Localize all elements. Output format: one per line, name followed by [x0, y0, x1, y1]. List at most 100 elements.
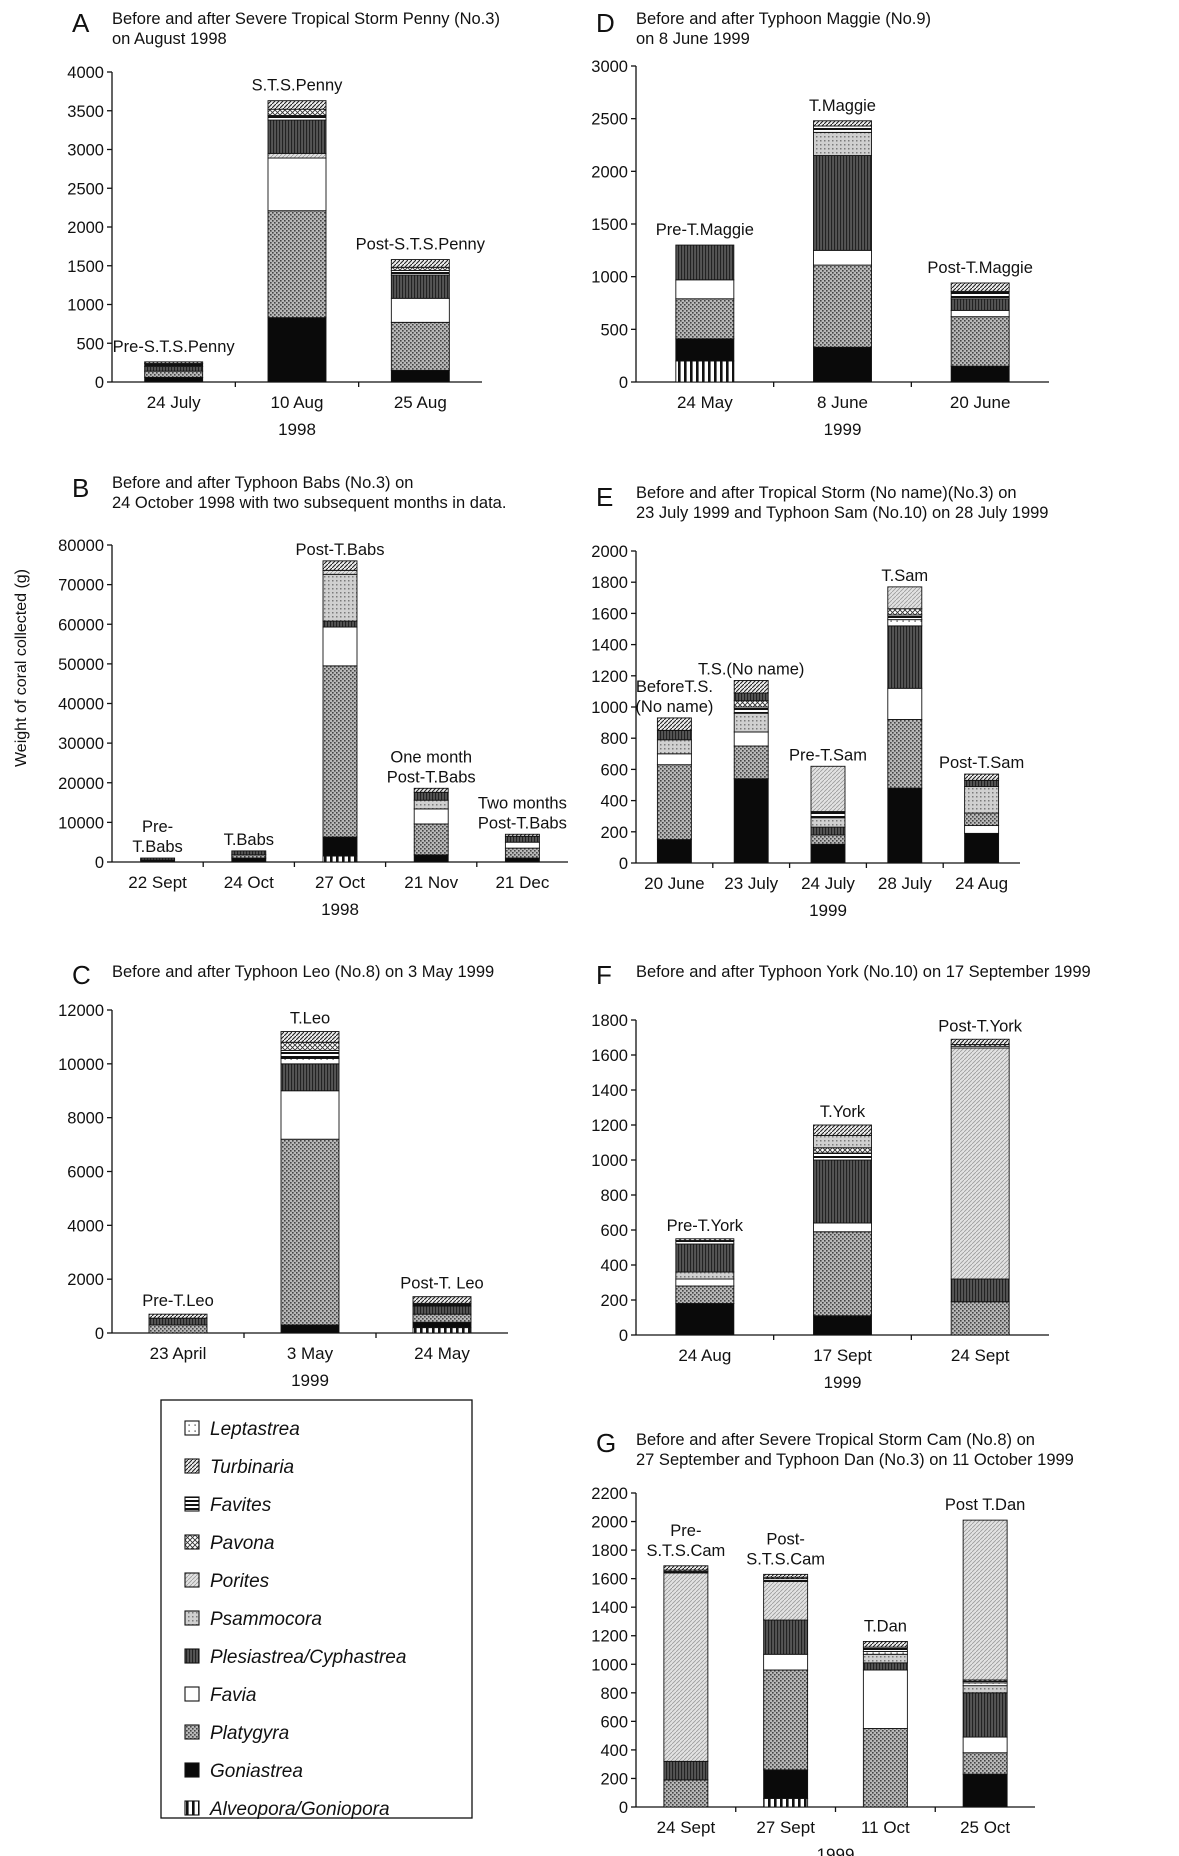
bar-label: Post T.Dan — [945, 1496, 1025, 1514]
bar-stack — [675, 244, 735, 383]
bar-segment-ple — [862, 1662, 908, 1671]
bar-label: T.Dan — [864, 1617, 907, 1635]
bar-segment-tur — [763, 1573, 809, 1578]
x-tick-label: 24 July — [801, 874, 855, 893]
bar-label: Post-T.Babs — [478, 814, 567, 832]
bar-segment-ple — [950, 1278, 1010, 1303]
bar-segment-fva — [813, 249, 872, 266]
bar-label: Post-T.Babs — [296, 541, 385, 559]
bar-segment-psa — [964, 786, 1000, 814]
bar-segment-alv — [412, 1327, 472, 1334]
x-tick-label: 22 Sept — [128, 873, 187, 892]
y-tick-label: 1800 — [591, 1542, 628, 1560]
bar-segment-ple — [140, 857, 176, 861]
legend-entry: Platygyra — [210, 1723, 289, 1744]
bar-segment-ple — [810, 826, 846, 836]
y-tick-label: 1200 — [591, 1628, 628, 1646]
y-tick-label: 2500 — [67, 180, 104, 198]
bar-segment-ple — [412, 1305, 472, 1315]
y-tick-label: 800 — [600, 1187, 628, 1205]
bar-segment-gon — [656, 839, 692, 864]
bar-segment-tur — [504, 833, 540, 837]
bar-segment-psa — [322, 573, 358, 622]
bar-segment-ple — [733, 692, 769, 702]
bar-segment-ple — [144, 366, 204, 372]
bar-segment-gon — [964, 832, 1000, 864]
bar-segment-gon — [280, 1324, 340, 1334]
bar-stack — [231, 850, 267, 863]
bar-label: T.York — [820, 1103, 866, 1121]
panel-letter: E — [596, 482, 613, 512]
bar-stack — [733, 680, 769, 864]
panel-title-line: Before and after Severe Tropical Storm P… — [112, 10, 500, 28]
bar-segment-gon — [733, 778, 769, 864]
y-tick-label: 2000 — [591, 1514, 628, 1532]
bar-stack — [412, 1296, 472, 1334]
y-tick-label: 30000 — [58, 735, 104, 753]
bar-segment-pla — [280, 1138, 340, 1326]
panel-title-line: 24 October 1998 with two subsequent mont… — [112, 494, 506, 512]
bar-stack — [763, 1573, 809, 1808]
bar-segment-por — [887, 586, 923, 610]
bar-segment-pla — [810, 834, 846, 845]
bar-segment-tur — [267, 100, 327, 110]
bar-stack — [663, 1565, 709, 1808]
bar-stack — [656, 717, 692, 864]
bar-segment-fav — [813, 125, 872, 133]
bar-label: Post-T. Leo — [400, 1275, 483, 1293]
bar-segment-tur — [862, 1640, 908, 1648]
x-tick-label: 24 July — [147, 393, 201, 412]
bar-segment-alv — [675, 360, 735, 383]
x-tick-label: 21 Dec — [495, 873, 549, 892]
bar-segment-psa — [862, 1653, 908, 1664]
bar-segment-ple — [148, 1317, 208, 1326]
bar-segment-gon — [390, 369, 450, 383]
bar-segment-ple — [231, 850, 267, 856]
bar-segment-fva — [413, 808, 449, 825]
bar-segment-gon — [810, 843, 846, 864]
x-tick-label: 23 April — [150, 1344, 207, 1363]
bar-stack — [950, 1038, 1010, 1336]
bar-label: Two months — [478, 794, 567, 812]
year-label: 1999 — [809, 901, 847, 920]
panel-d: D Before and after Typhoon Maggie (No.9) o… — [591, 8, 1049, 439]
panel-title-line: 27 September and Typhoon Dan (No.3) on 1… — [636, 1451, 1074, 1469]
bar-segment-fva — [962, 1736, 1008, 1754]
legend-swatch-lep — [184, 1420, 200, 1436]
panel-letter: F — [596, 960, 612, 990]
bar-segment-gon — [813, 346, 872, 383]
x-tick-label: 24 Oct — [224, 873, 274, 892]
bar-segment-ple — [504, 835, 540, 843]
panel-title-line: 23 July 1999 and Typhoon Sam (No.10) on … — [636, 504, 1048, 522]
bar-segment-pav — [887, 608, 923, 616]
y-tick-label: 0 — [619, 1327, 628, 1345]
legend-entry: Favia — [210, 1685, 256, 1706]
bar-segment-tur — [950, 1038, 1010, 1045]
bar-segment-ple — [663, 1760, 709, 1781]
y-tick-label: 800 — [600, 1685, 628, 1703]
legend-swatch-fav — [184, 1496, 200, 1512]
bar-segment-pla — [675, 298, 735, 340]
panel-letter: A — [72, 8, 90, 38]
bar-segment-pla — [763, 1669, 809, 1771]
bar-segment-ple — [322, 620, 358, 628]
legend-swatch-alv — [184, 1800, 200, 1816]
bar-stack — [390, 259, 450, 383]
bar-segment-ple — [813, 1159, 872, 1224]
bar-segment-fva — [656, 753, 692, 766]
bar-segment-pla — [813, 264, 872, 348]
y-tick-label: 1400 — [591, 637, 628, 655]
year-label: 1998 — [321, 900, 359, 919]
bar-label: Pre- — [670, 1522, 701, 1540]
bar-segment-tur — [950, 282, 1010, 292]
bar-segment-fav — [267, 114, 327, 121]
bar-stack — [862, 1640, 908, 1808]
bar-segment-tur — [280, 1031, 340, 1043]
panel-letter: D — [596, 8, 615, 38]
bar-stack — [813, 120, 872, 383]
y-tick-label: 3000 — [67, 142, 104, 160]
y-tick-label: 400 — [600, 1257, 628, 1275]
bar-stack — [504, 833, 540, 863]
y-tick-label: 4000 — [67, 1217, 104, 1235]
